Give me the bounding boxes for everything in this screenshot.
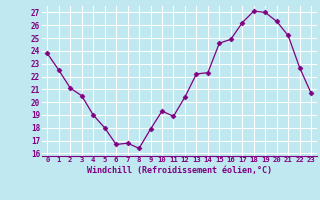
X-axis label: Windchill (Refroidissement éolien,°C): Windchill (Refroidissement éolien,°C) <box>87 166 272 175</box>
